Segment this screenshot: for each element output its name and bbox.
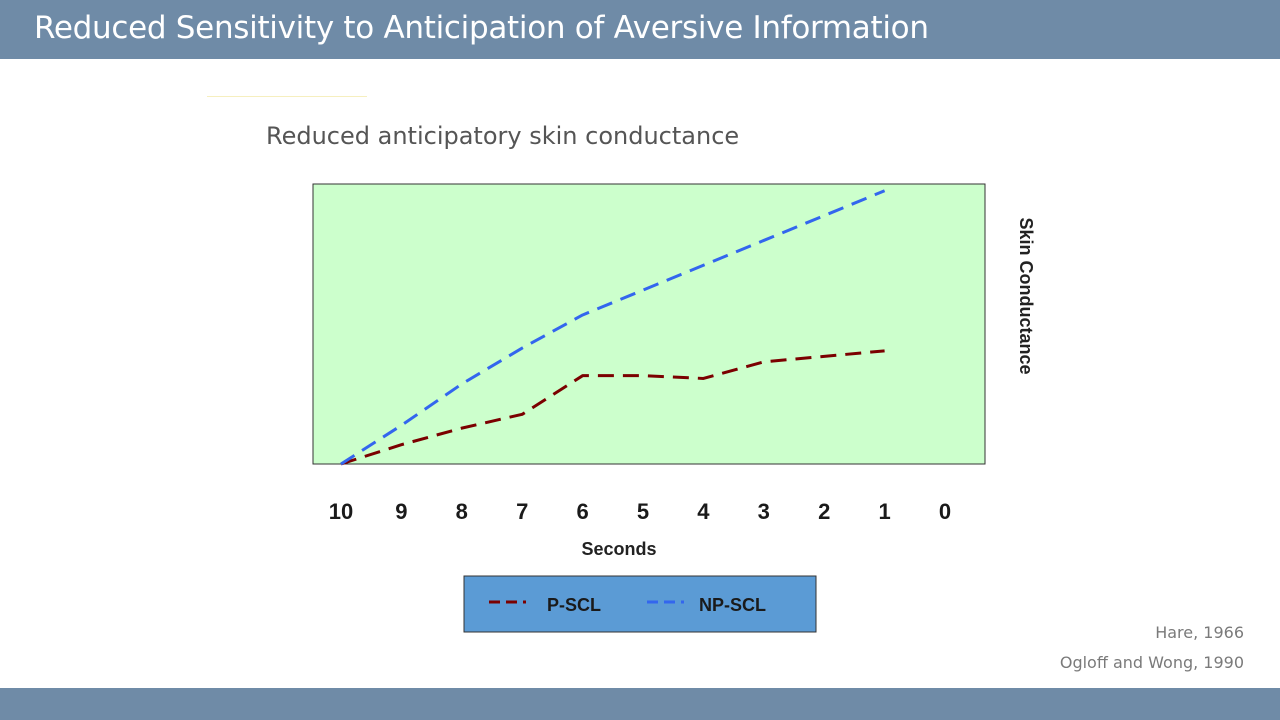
y-axis-title: Skin Conductance [1016,217,1036,374]
x-tick-label-4: 4 [697,499,710,524]
slide-title: Reduced Sensitivity to Anticipation of A… [34,10,929,46]
footer-bar [0,688,1280,720]
plot-area [312,183,986,465]
legend-label-p-scl: P-SCL [547,595,601,615]
legend-box [463,575,817,633]
x-tick-label-9: 9 [395,499,407,524]
x-axis-title: Seconds [581,539,656,559]
x-tick-label-10: 10 [329,499,353,524]
legend: P-SCL NP-SCL [463,575,817,633]
x-tick-labels: 10 9 8 7 6 5 4 3 2 1 0 [329,499,951,524]
citation-ogloff-wong: Ogloff and Wong, 1990 [1059,653,1244,672]
series-layer [340,189,886,466]
accent-divider [207,96,367,97]
x-tick-label-3: 3 [758,499,770,524]
x-tick-label-5: 5 [637,499,649,524]
x-tick-label-7: 7 [516,499,528,524]
citation-hare: Hare, 1966 [1155,623,1244,642]
x-tick-label-1: 1 [878,499,890,524]
slide-subtitle: Reduced anticipatory skin conductance [266,122,740,150]
title-bar: Reduced Sensitivity to Anticipation of A… [0,0,1280,59]
series-line-p-scl [340,349,885,466]
x-tick-label-6: 6 [576,499,588,524]
x-tick-label-2: 2 [818,499,830,524]
x-tick-label-0: 0 [939,499,951,524]
series-line-np-scl [340,189,886,466]
x-tick-label-8: 8 [456,499,468,524]
legend-label-np-scl: NP-SCL [699,595,766,615]
